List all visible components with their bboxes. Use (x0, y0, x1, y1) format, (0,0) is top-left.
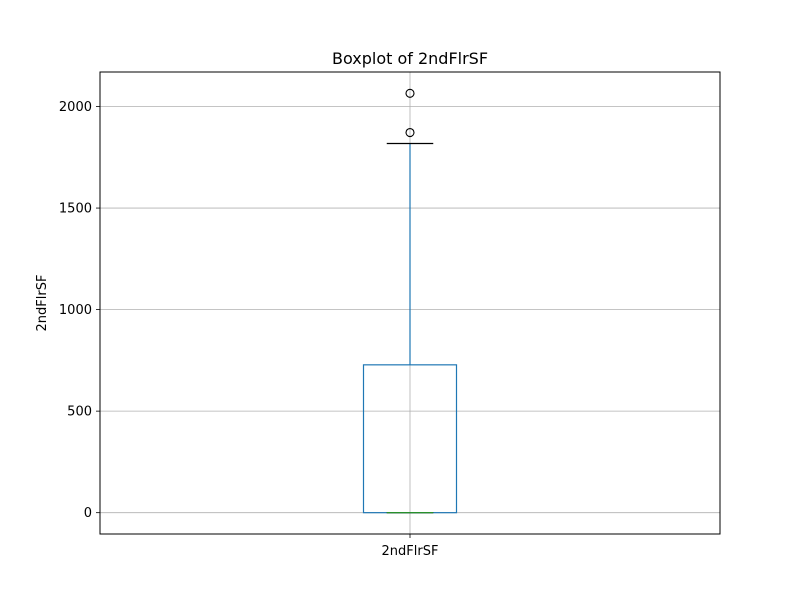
y-tick-label: 1000 (59, 303, 92, 318)
outlier-point (405, 88, 415, 98)
y-tick-label: 2000 (59, 100, 92, 115)
y-tick-label: 1500 (59, 202, 92, 217)
y-axis-label: 2ndFlrSF (35, 275, 50, 332)
y-tick-label: 0 (84, 506, 92, 521)
outlier-point (405, 127, 415, 138)
chart-title: Boxplot of 2ndFlrSF (332, 49, 488, 68)
box-layer (362, 88, 458, 514)
y-tick-label: 500 (67, 405, 92, 420)
x-tick-label: 2ndFlrSF (382, 544, 439, 559)
tick-layer: 0 500 1000 1500 2000 2ndFlrSF (59, 100, 439, 559)
